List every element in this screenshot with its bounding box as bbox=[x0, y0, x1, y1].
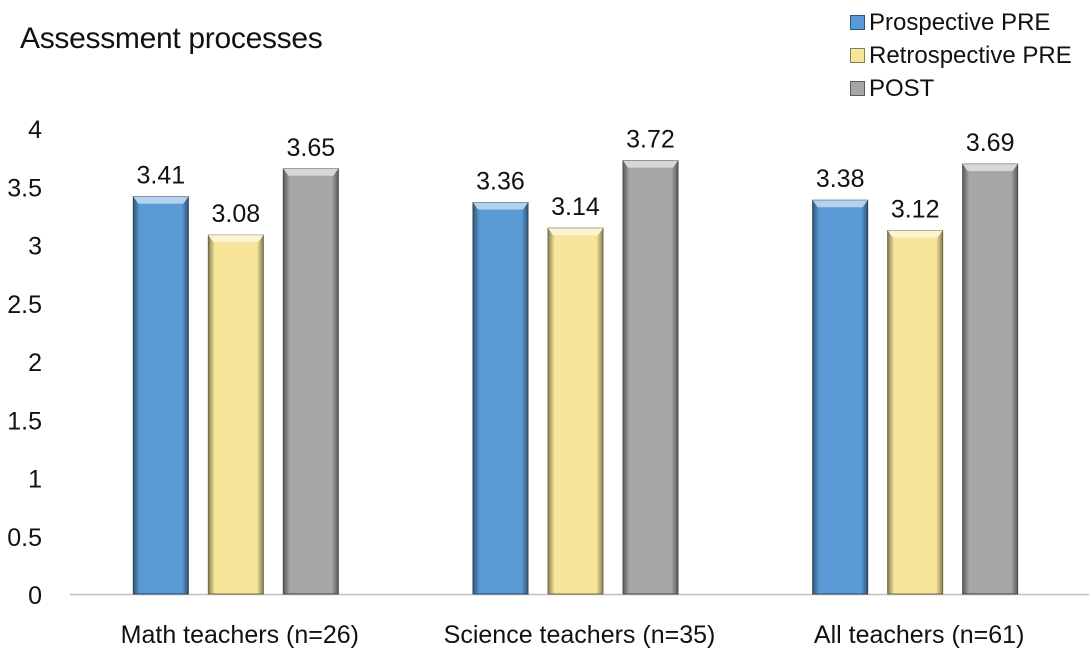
bar-prospective-pre bbox=[812, 199, 869, 595]
bar-prospective-pre bbox=[472, 202, 529, 595]
x-tick-label: All teachers (n=61) bbox=[814, 621, 1025, 648]
legend-item-prospective-pre: Prospective PRE bbox=[850, 6, 1072, 39]
bar-post bbox=[962, 163, 1019, 595]
y-tick-label: 0.5 bbox=[7, 524, 42, 552]
bar-post bbox=[622, 160, 679, 595]
data-label: 3.14 bbox=[551, 193, 600, 221]
legend: Prospective PRE Retrospective PRE POST bbox=[850, 6, 1072, 105]
bar-post bbox=[282, 168, 339, 595]
legend-label-post: POST bbox=[869, 74, 935, 102]
legend-item-post: POST bbox=[850, 72, 1072, 105]
bar-prospective-pre bbox=[132, 196, 189, 595]
bar-top-bevel bbox=[133, 196, 189, 204]
data-label: 3.36 bbox=[476, 168, 525, 196]
data-label: 3.12 bbox=[891, 196, 940, 224]
y-tick-label: 1 bbox=[28, 466, 42, 494]
data-label: 3.08 bbox=[211, 200, 260, 228]
data-label: 3.65 bbox=[286, 134, 335, 162]
legend-label-prospective-pre: Prospective PRE bbox=[869, 8, 1051, 36]
bar-top-bevel bbox=[283, 168, 339, 176]
bar-retrospective-pre bbox=[547, 227, 604, 595]
x-tick-label: Science teachers (n=35) bbox=[444, 621, 716, 648]
data-label: 3.72 bbox=[626, 126, 675, 154]
data-label: 3.41 bbox=[136, 162, 185, 190]
data-label: 3.38 bbox=[816, 165, 865, 193]
bar-top-bevel bbox=[208, 235, 264, 243]
y-tick-label: 3.5 bbox=[7, 174, 42, 202]
legend-label-retrospective-pre: Retrospective PRE bbox=[869, 41, 1072, 69]
bar-top-bevel bbox=[887, 230, 943, 238]
y-tick-label: 0 bbox=[28, 582, 42, 610]
bar-top-bevel bbox=[962, 164, 1018, 172]
y-tick-label: 4 bbox=[28, 116, 42, 144]
data-label: 3.69 bbox=[966, 129, 1015, 157]
chart-title: Assessment processes bbox=[20, 22, 323, 55]
bar-top-bevel bbox=[473, 202, 528, 210]
y-tick-label: 2.5 bbox=[7, 291, 42, 319]
legend-swatch-prospective-pre bbox=[850, 15, 865, 30]
y-tick-label: 1.5 bbox=[7, 407, 42, 435]
bar-retrospective-pre bbox=[207, 234, 264, 595]
y-tick-label: 3 bbox=[28, 233, 42, 261]
bar-top-bevel bbox=[812, 200, 868, 208]
legend-swatch-retrospective-pre bbox=[850, 48, 865, 63]
bar-top-bevel bbox=[623, 160, 678, 168]
y-tick-label: 2 bbox=[28, 349, 42, 377]
bar-top-bevel bbox=[548, 228, 603, 236]
bar-retrospective-pre bbox=[887, 230, 944, 595]
legend-swatch-post bbox=[850, 81, 865, 96]
x-tick-label: Math teachers (n=26) bbox=[121, 621, 359, 648]
legend-item-retrospective-pre: Retrospective PRE bbox=[850, 39, 1072, 72]
